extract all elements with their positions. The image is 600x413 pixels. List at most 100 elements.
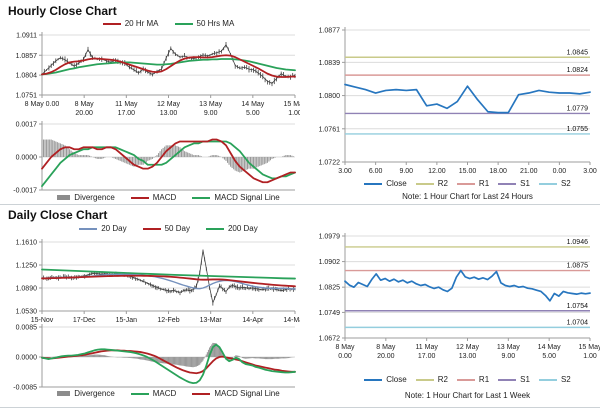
legend-label: 20 Hr MA: [124, 19, 159, 28]
svg-text:1.0824: 1.0824: [567, 67, 589, 74]
hourly-price-legend: 20 Hr MA 50 Hrs MA: [42, 19, 295, 28]
svg-text:0.00: 0.00: [553, 168, 567, 175]
legend-item-close: Close: [364, 179, 407, 188]
legend-label: Divergence: [74, 193, 115, 202]
line-swatch-icon: [192, 392, 211, 395]
legend-label: MACD: [152, 389, 177, 398]
svg-text:1.0530: 1.0530: [16, 309, 38, 316]
legend-item-macd-signal-line: MACD Signal Line: [192, 389, 280, 398]
svg-text:1.0825: 1.0825: [319, 285, 341, 292]
legend-item-200-day: 200 Day: [205, 224, 258, 233]
legend-label: Close: [386, 375, 407, 384]
legend-item-divergence: Divergence: [57, 193, 115, 202]
svg-text:12-Feb: 12-Feb: [157, 317, 179, 324]
svg-text:1.0754: 1.0754: [567, 303, 589, 310]
legend-label: Close: [386, 179, 407, 188]
svg-text:0.0085: 0.0085: [16, 325, 38, 332]
section-divider: [0, 204, 600, 205]
svg-text:1.0875: 1.0875: [567, 263, 589, 270]
legend-label: S1: [520, 375, 530, 384]
line-swatch-icon: [498, 182, 517, 185]
svg-text:15-Nov: 15-Nov: [31, 317, 54, 324]
legend-item-s1: S1: [498, 179, 530, 188]
line-swatch-icon: [498, 378, 517, 381]
daily-section-title: Daily Close Chart: [8, 208, 108, 222]
legend-label: MACD Signal Line: [214, 193, 280, 202]
legend-label: R1: [478, 375, 490, 384]
line-swatch-icon: [142, 227, 161, 230]
svg-text:0.0017: 0.0017: [16, 122, 38, 129]
legend-item-r2: R2: [415, 375, 448, 384]
svg-text:1.0946: 1.0946: [567, 239, 589, 246]
legend-item-s2: S2: [538, 179, 571, 188]
svg-text:1.0751: 1.0751: [16, 93, 38, 100]
svg-text:9.00: 9.00: [399, 168, 413, 175]
line-swatch-icon: [415, 378, 434, 381]
line-swatch-icon: [102, 22, 121, 25]
svg-text:1.0672: 1.0672: [319, 336, 341, 343]
svg-text:1.0800: 1.0800: [319, 93, 341, 100]
legend-label: 50 Day: [164, 224, 190, 233]
legend-item-divergence: Divergence: [57, 389, 115, 398]
legend-label: R2: [437, 375, 448, 384]
svg-text:3.00: 3.00: [338, 168, 352, 175]
line-swatch-icon: [79, 227, 98, 230]
svg-text:3.00: 3.00: [583, 168, 597, 175]
svg-text:15.00: 15.00: [459, 168, 477, 175]
legend-item-close: Close: [364, 375, 407, 384]
close-1week-note: Note: 1 Hour Chart for Last 1 Week: [404, 391, 531, 400]
legend-item-r1: R1: [456, 179, 489, 188]
svg-text:12.00: 12.00: [428, 168, 446, 175]
svg-text:1.0749: 1.0749: [319, 310, 341, 317]
svg-text:1.0857: 1.0857: [16, 53, 38, 60]
legend-label: Divergence: [74, 389, 115, 398]
hourly-macd-legend: Divergence MACD MACD Signal Line: [42, 193, 295, 202]
svg-text:1.1250: 1.1250: [16, 263, 38, 270]
legend-label: S2: [560, 179, 571, 188]
legend-label: S2: [560, 375, 571, 384]
svg-text:1.1610: 1.1610: [16, 240, 38, 247]
legend-item-r1: R1: [456, 375, 490, 384]
line-swatch-icon: [130, 392, 149, 395]
legend-label: 200 Day: [227, 224, 258, 233]
line-swatch-icon: [364, 378, 383, 381]
svg-text:21.00: 21.00: [520, 168, 538, 175]
svg-text:-0.0017: -0.0017: [13, 188, 37, 195]
svg-text:1.0979: 1.0979: [319, 234, 341, 241]
bar-swatch-icon: [57, 391, 71, 396]
legend-item-r2: R2: [415, 179, 448, 188]
svg-text:1.0839: 1.0839: [319, 60, 341, 67]
close-24h-note: Note: 1 Hour Chart for Last 24 Hours: [402, 192, 533, 201]
line-swatch-icon: [130, 196, 149, 199]
line-swatch-icon: [456, 378, 475, 381]
legend-label: S1: [520, 179, 530, 188]
legend-item-macd-signal-line: MACD Signal Line: [192, 193, 280, 202]
svg-text:14-May: 14-May: [283, 317, 300, 324]
bar-swatch-icon: [57, 195, 71, 200]
close-24h-legend: Close R2 R1 S1 S2: [345, 179, 590, 188]
legend-label: 50 Hrs MA: [196, 19, 235, 28]
svg-text:15-Jan: 15-Jan: [116, 317, 138, 324]
hourly-section-title: Hourly Close Chart: [8, 4, 117, 18]
daily-macd-legend: Divergence MACD MACD Signal Line: [42, 389, 295, 398]
svg-text:1.0804: 1.0804: [16, 73, 38, 80]
legend-label: MACD Signal Line: [214, 389, 280, 398]
close-1week-legend: Close R2 R1 S1 S2: [345, 375, 590, 384]
line-swatch-icon: [205, 227, 224, 230]
bottom-divider: [0, 407, 600, 408]
line-swatch-icon: [538, 378, 557, 381]
